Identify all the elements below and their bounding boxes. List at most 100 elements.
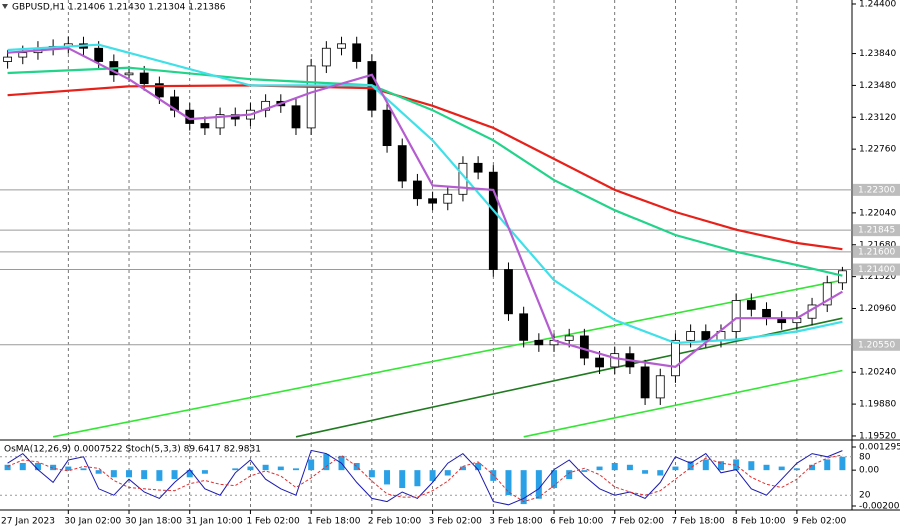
candle-body: [838, 270, 847, 284]
osma-bar: [292, 468, 299, 471]
x-tick-label: 3 Feb 02:00: [429, 517, 483, 527]
y-tick-label: 1.22040: [859, 208, 896, 218]
osma-bar: [308, 459, 315, 471]
osma-bar: [672, 466, 679, 471]
x-tick-label: 8 Feb 10:00: [732, 517, 786, 527]
level-label-box: [853, 224, 900, 237]
candle-body: [822, 282, 832, 306]
osma-bar: [429, 470, 436, 481]
candle-body: [640, 366, 650, 399]
osma-bar: [277, 466, 284, 471]
candle-body: [200, 123, 210, 129]
y-tick-label: 1.21320: [859, 272, 896, 282]
x-tick-label: 31 Jan 10:00: [186, 517, 243, 527]
osma-bar: [626, 464, 633, 471]
osma-bar: [809, 464, 816, 471]
osma-bar: [642, 470, 649, 474]
candle-body: [595, 357, 604, 368]
y-tick-label: 1.19520: [859, 431, 896, 441]
x-tick-label: 2 Feb 10:00: [368, 517, 422, 527]
candle-body: [124, 72, 134, 76]
osma-bar: [581, 470, 588, 472]
indicator-title: OsMA(12,26,9) 0.0007522 Stoch(5,3,3) 89.…: [4, 445, 261, 455]
moving-average: [7, 84, 843, 251]
osma-bar: [490, 470, 497, 481]
candle-body: [94, 47, 104, 62]
osma-bar: [566, 470, 573, 480]
y-tick-label: -0.002006: [859, 502, 900, 512]
y-tick-label: 0.0012956: [859, 443, 900, 453]
x-tick-label: 1 Feb 02:00: [246, 517, 300, 527]
x-tick-label: 6 Feb 10:00: [550, 517, 604, 527]
x-tick-label: 27 Jan 2023: [1, 517, 55, 527]
candle-body: [473, 162, 483, 173]
candle-body: [610, 353, 620, 368]
osma-bar: [535, 470, 542, 499]
candle-body: [18, 52, 28, 58]
x-tick-label: 3 Feb 18:00: [489, 517, 543, 527]
y-tick-label: 1.23120: [859, 113, 896, 123]
level-label: 1.21400: [858, 265, 895, 275]
osma-bar: [19, 463, 26, 471]
candle-body: [564, 335, 574, 341]
osma-bar: [95, 470, 102, 474]
candle-body: [397, 145, 407, 182]
candle-body: [321, 47, 331, 67]
osma-bar: [201, 470, 208, 474]
y-tick-label: 1.20240: [859, 368, 896, 378]
x-tick-label: 7 Feb 18:00: [671, 517, 725, 527]
osma-bar: [247, 466, 254, 471]
candle-body: [413, 180, 422, 200]
x-tick-label: 30 Jan 02:00: [64, 517, 121, 527]
osma-bar: [505, 470, 512, 496]
osma-bar: [702, 459, 709, 471]
osma-bar: [793, 468, 800, 471]
osma-bar: [262, 464, 269, 471]
candle-body: [534, 339, 544, 346]
y-tick-label: 1.23840: [859, 49, 896, 59]
level-label: 1.22300: [858, 185, 895, 195]
osma-bar: [839, 456, 846, 471]
osma-bar: [824, 459, 831, 471]
level-label: 1.20550: [858, 340, 895, 350]
osma-bar: [657, 470, 664, 476]
osma-bar: [733, 459, 740, 471]
osma-bar: [687, 461, 694, 471]
candle-body: [306, 65, 316, 129]
candle-body: [291, 105, 301, 129]
candle-body: [154, 83, 164, 98]
y-tick-label: 1.21680: [859, 240, 896, 250]
y-tick-label: 1.22760: [859, 145, 896, 155]
osma-bar: [414, 470, 421, 487]
osma-bar: [399, 470, 406, 489]
osma-bar: [4, 464, 11, 471]
osma-bar: [34, 463, 41, 471]
candle-body: [215, 114, 225, 129]
candle-body: [671, 339, 680, 377]
osma-bar: [475, 463, 482, 471]
level-label-box: [853, 245, 900, 258]
trend-line: [523, 369, 843, 438]
candle-body: [488, 171, 498, 270]
candle-body: [762, 308, 771, 319]
y-tick-label: 0.00: [859, 466, 879, 476]
osma-bar: [353, 463, 360, 471]
candle-body: [746, 300, 756, 310]
osma-bar: [763, 464, 770, 471]
level-label-box: [853, 338, 900, 351]
osma-bar: [156, 470, 163, 481]
y-tick-label: 1.24400: [859, 0, 896, 9]
osma-bar: [110, 470, 117, 478]
y-tick-label: 1.20960: [859, 304, 896, 314]
osma-bar: [748, 461, 755, 471]
osma-bar: [459, 466, 466, 471]
osma-bar: [323, 454, 330, 471]
y-tick-label: 1.19880: [859, 400, 896, 410]
osma-bar: [50, 464, 57, 471]
moving-average: [7, 43, 843, 345]
candle-body: [443, 193, 453, 204]
candle-body: [504, 269, 513, 315]
osma-bar: [551, 470, 558, 489]
candle-body: [579, 335, 589, 359]
